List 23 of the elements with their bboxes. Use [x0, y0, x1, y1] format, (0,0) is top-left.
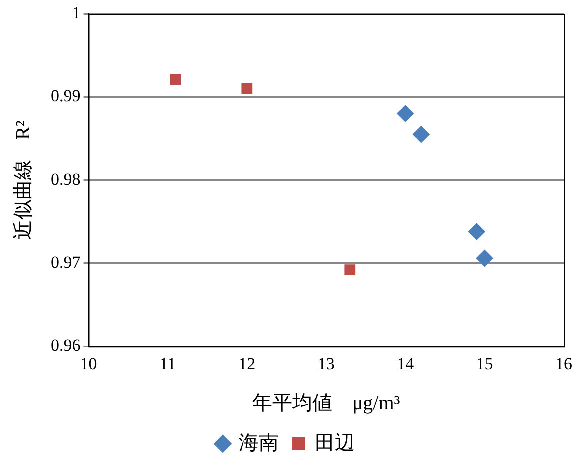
point — [412, 126, 430, 144]
x-tick-label: 13 — [318, 354, 335, 374]
point — [242, 83, 253, 94]
point — [397, 105, 414, 122]
y-tick-label: 0.98 — [51, 170, 81, 189]
x-tick-label: 10 — [80, 354, 98, 374]
x-tick-label: 16 — [556, 354, 572, 374]
legend-label: 海南 — [239, 432, 279, 454]
y-axis-title: 近似曲線 R² — [12, 120, 34, 240]
y-tick-label: 0.99 — [51, 86, 81, 106]
x-tick-label: 14 — [397, 354, 415, 374]
y-tick-label: 0.96 — [51, 336, 81, 356]
point — [344, 264, 356, 276]
point — [170, 74, 182, 86]
legend-label: 田辺 — [315, 432, 355, 454]
x-axis-title: 年平均値 μg/m³ — [252, 392, 400, 414]
x-tick-label: 11 — [160, 354, 176, 374]
point — [476, 250, 494, 267]
y-tick-label: 0.97 — [51, 252, 82, 272]
y-tick-label: 1 — [72, 3, 81, 22]
point — [468, 223, 486, 240]
x-tick-label: 15 — [476, 354, 494, 374]
x-tick-label: 12 — [238, 354, 256, 374]
